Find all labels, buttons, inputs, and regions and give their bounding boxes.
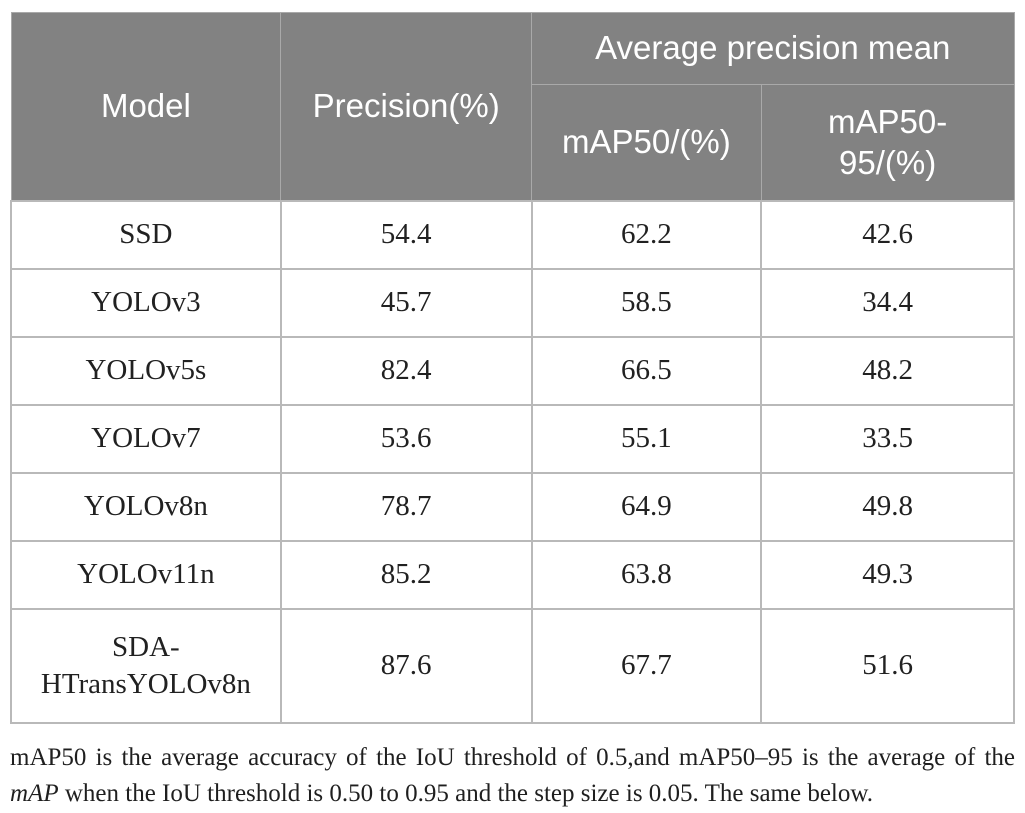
model-cell: YOLOv5s <box>10 335 282 406</box>
results-table-container: Model Precision(%) Average precision mea… <box>10 12 1015 724</box>
map50-95-cell: 42.6 <box>760 199 1015 270</box>
header-map50-95-label: mAP50-95/(%) <box>828 103 948 182</box>
map50-cell: 63.8 <box>530 539 763 610</box>
model-label: YOLOv11n <box>77 558 215 591</box>
table-header: Model Precision(%) Average precision mea… <box>10 12 1015 201</box>
model-label: YOLOv3 <box>91 286 201 319</box>
model-cell: YOLOv3 <box>10 267 282 338</box>
footnote-segment: mAP50 is the average accuracy of the IoU… <box>10 744 1015 771</box>
map50-95-cell: 48.2 <box>760 335 1015 406</box>
map50-95-cell: 33.5 <box>760 403 1015 474</box>
table-footnote: mAP50 is the average accuracy of the IoU… <box>10 740 1015 811</box>
map50-95-cell: 51.6 <box>760 607 1015 724</box>
precision-cell: 85.2 <box>279 539 533 610</box>
table-row: SDA-HTransYOLOv8n 87.6 67.7 51.6 <box>10 607 1015 724</box>
model-label: SDA-HTransYOLOv8n <box>40 631 251 700</box>
table-row: SSD 54.4 62.2 42.6 <box>10 199 1015 270</box>
table-body: SSD 54.4 62.2 42.6 YOLOv3 45.7 58.5 34.4 YOLOv5s… <box>10 199 1015 724</box>
map50-cell: 55.1 <box>530 403 763 474</box>
table-row: YOLOv7 53.6 55.1 33.5 <box>10 403 1015 474</box>
table-row: YOLOv5s 82.4 66.5 48.2 <box>10 335 1015 406</box>
header-map50: mAP50/(%) <box>531 84 762 201</box>
precision-cell: 54.4 <box>279 199 533 270</box>
map50-95-cell: 49.3 <box>760 539 1015 610</box>
model-label: YOLOv7 <box>91 422 201 455</box>
header-model: Model <box>10 12 282 201</box>
precision-cell: 87.6 <box>279 607 533 724</box>
precision-cell: 82.4 <box>279 335 533 406</box>
footnote-segment: when the IoU threshold is 0.50 to 0.95 a… <box>58 779 874 807</box>
precision-cell: 78.7 <box>279 471 533 542</box>
header-map50-95: mAP50-95/(%) <box>760 84 1015 201</box>
model-cell: YOLOv7 <box>10 403 282 474</box>
model-cell: YOLOv8n <box>10 471 282 542</box>
map50-cell: 66.5 <box>530 335 763 406</box>
map50-95-cell: 34.4 <box>760 267 1015 338</box>
table-row: YOLOv11n 85.2 63.8 49.3 <box>10 539 1015 610</box>
model-label: SSD <box>119 218 173 251</box>
header-average-precision-mean: Average precision mean <box>531 12 1015 85</box>
table-row: YOLOv3 45.7 58.5 34.4 <box>10 267 1015 338</box>
model-label: YOLOv8n <box>83 490 208 523</box>
map50-cell: 58.5 <box>530 267 763 338</box>
model-cell: YOLOv11n <box>10 539 282 610</box>
model-label: YOLOv5s <box>85 354 207 387</box>
footnote-italic-segment: mAP <box>10 779 59 807</box>
results-table: Model Precision(%) Average precision mea… <box>10 12 1015 724</box>
precision-cell: 45.7 <box>279 267 533 338</box>
map50-95-cell: 49.8 <box>760 471 1015 542</box>
model-cell: SSD <box>10 199 282 270</box>
model-cell: SDA-HTransYOLOv8n <box>10 607 282 724</box>
header-precision: Precision(%) <box>280 12 533 201</box>
precision-cell: 53.6 <box>279 403 533 474</box>
map50-cell: 64.9 <box>530 471 763 542</box>
map50-cell: 67.7 <box>530 607 763 724</box>
map50-cell: 62.2 <box>530 199 763 270</box>
table-row: YOLOv8n 78.7 64.9 49.8 <box>10 471 1015 542</box>
